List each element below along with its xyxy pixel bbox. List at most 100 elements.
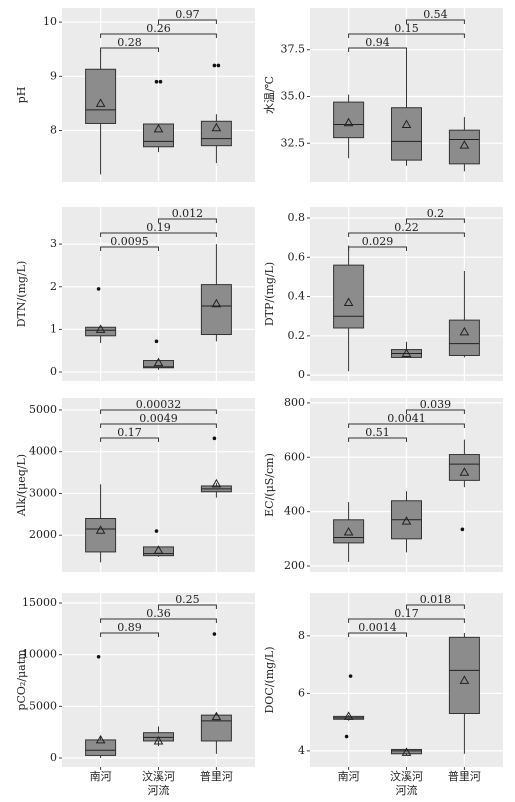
box [200, 284, 232, 336]
y-tick-label: 0.2 [288, 329, 306, 342]
outlier [460, 527, 465, 532]
y-tick-label: 3000 [29, 486, 57, 499]
mean-marker [459, 326, 470, 336]
y-axis-label: EC/(μS/cm) [263, 453, 276, 517]
p-value: 0.97 [175, 8, 200, 21]
significance-bracket [100, 632, 159, 637]
y-tick-label: 2000 [29, 528, 57, 541]
mean-marker [343, 297, 354, 306]
outlier [154, 529, 159, 533]
outlier [212, 632, 217, 636]
x-tick-label: 普里河 [200, 769, 233, 783]
x-tick-label: 普里河 [448, 769, 481, 783]
mean-marker [95, 734, 106, 744]
p-value: 0.51 [365, 426, 390, 439]
outlier [154, 79, 159, 84]
y-tick-label: 2 [50, 280, 57, 293]
y-tick-label: 8 [50, 124, 57, 137]
box [85, 326, 117, 337]
p-value: 0.17 [117, 426, 142, 439]
mean-marker [401, 348, 412, 358]
mean-marker [153, 735, 164, 745]
p-value: 0.94 [365, 36, 390, 49]
y-tick-label: 32.5 [281, 136, 306, 149]
x-axis-label: 河流 [396, 783, 418, 797]
p-value: 0.26 [146, 22, 171, 35]
significance-bracket [100, 437, 159, 442]
y-tick-label: 1 [50, 322, 57, 335]
y-tick-label: 37.5 [281, 43, 306, 56]
p-value: 0.0014 [358, 621, 397, 634]
y-tick-label: 0.8 [288, 211, 306, 224]
box [333, 264, 365, 329]
mean-marker [211, 122, 222, 132]
y-tick-label: 0 [298, 368, 305, 381]
y-tick-label: 15000 [22, 596, 57, 609]
significance-bracket [100, 232, 217, 237]
y-tick-label: 9 [50, 69, 57, 82]
y-tick-label: 4000 [29, 445, 57, 458]
box [85, 739, 117, 756]
mean-marker [401, 119, 412, 129]
p-value: 0.018 [420, 593, 452, 606]
x-tick-label: 南河 [338, 770, 360, 783]
mean-marker [343, 711, 354, 720]
y-tick-label: 5000 [29, 699, 57, 712]
y-tick-label: 10000 [22, 648, 57, 661]
mean-marker [459, 675, 470, 684]
significance-bracket [348, 618, 465, 623]
box [448, 636, 480, 715]
box [143, 123, 174, 148]
significance-bracket [158, 604, 217, 609]
mean-marker [153, 357, 164, 367]
box [200, 714, 232, 742]
significance-bracket [348, 246, 407, 251]
y-axis-label: Alk/(μeq/L) [15, 454, 28, 517]
box [143, 546, 174, 557]
y-tick-label: 35.0 [281, 89, 306, 102]
y-axis-label: DTN/(mg/L) [15, 261, 28, 328]
y-tick-label: 5000 [29, 403, 57, 416]
p-value: 0.15 [394, 22, 419, 35]
p-value: 0.039 [420, 398, 452, 411]
y-tick-label: 4 [298, 744, 305, 757]
significance-bracket [100, 47, 159, 52]
significance-bracket [406, 604, 465, 609]
p-value: 0.029 [362, 235, 394, 248]
y-axis-label: DTP/(mg/L) [263, 262, 276, 326]
y-tick-label: 3 [50, 237, 57, 250]
significance-bracket [348, 437, 407, 442]
mean-marker [153, 123, 164, 133]
significance-bracket [100, 409, 217, 414]
box [448, 319, 480, 356]
x-tick-label: 南河 [90, 770, 112, 783]
outlier [348, 674, 353, 678]
p-value: 0.0049 [139, 412, 178, 425]
x-axis-label: 河流 [148, 783, 170, 797]
significance-bracket [100, 33, 217, 38]
significance-bracket [348, 423, 465, 428]
outlier [96, 287, 101, 291]
significance-bracket [406, 409, 465, 414]
mean-marker [95, 98, 106, 107]
box [85, 518, 117, 553]
mean-marker [343, 117, 354, 127]
mean-marker [459, 140, 470, 149]
y-tick-label: 800 [284, 396, 305, 409]
p-value: 0.22 [394, 221, 419, 234]
x-tick-label: 汶溪河 [390, 769, 423, 783]
mean-marker [95, 324, 106, 333]
y-tick-label: 6 [298, 686, 305, 699]
y-axis-label: pCO₂/μatm [15, 649, 28, 711]
significance-bracket [348, 232, 465, 237]
y-tick-label: 200 [284, 559, 305, 572]
p-value: 0.36 [146, 607, 171, 620]
box [333, 101, 365, 139]
p-value: 0.89 [117, 621, 142, 634]
y-tick-label: 0.4 [288, 290, 306, 303]
y-axis-label: DOC/(mg/L) [263, 646, 276, 713]
x-tick-label: 汶溪河 [142, 769, 175, 783]
p-value: 0.28 [117, 36, 142, 49]
box [333, 519, 365, 544]
